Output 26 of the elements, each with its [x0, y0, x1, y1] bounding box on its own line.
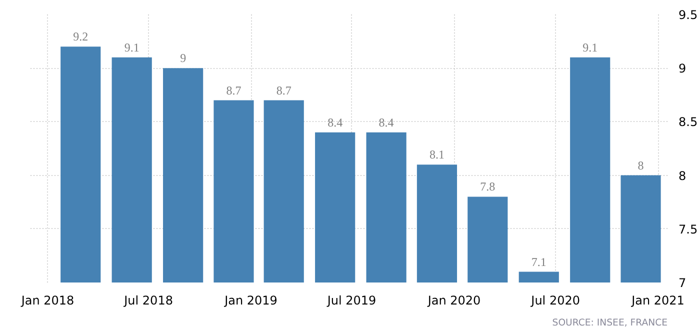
data-label: 7.1: [531, 254, 546, 269]
y-tick-label: 9: [678, 62, 686, 76]
y-tick-label: 8: [678, 168, 686, 183]
x-tick-label: Jan 2020: [426, 294, 481, 308]
data-label: 8.4: [378, 115, 394, 130]
data-label: 8.7: [226, 83, 242, 98]
data-label: 8.7: [276, 83, 292, 98]
x-tick-label: Jan 2018: [20, 294, 74, 308]
y-tick-label: 7.5: [678, 222, 698, 236]
data-label: 7.8: [480, 180, 496, 194]
x-tick-label: Jan 2021: [630, 294, 684, 308]
x-tick-label: Jul 2018: [123, 294, 173, 308]
data-label: 8: [638, 158, 644, 172]
data-label: 9.1: [582, 40, 598, 54]
source-note: SOURCE: INSEE, FRANCE: [552, 318, 668, 328]
x-tick-label: Jul 2020: [530, 294, 580, 308]
data-label: 9.1: [124, 40, 140, 54]
data-label: 8.4: [328, 115, 343, 130]
y-tick-label: 7: [678, 276, 686, 290]
x-tick-label: Jul 2019: [326, 294, 376, 308]
x-tick-label: Jan 2019: [224, 294, 278, 308]
data-label: 9.2: [73, 30, 88, 44]
y-tick-label: 9.5: [678, 8, 698, 22]
y-tick-label: 8.5: [678, 115, 698, 130]
data-label: 8.1: [429, 148, 444, 162]
data-label: 9: [180, 51, 186, 66]
